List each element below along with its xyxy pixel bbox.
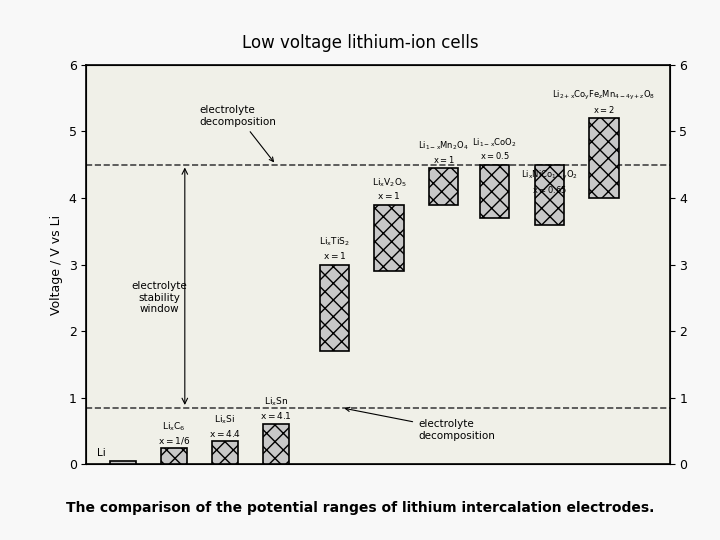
Bar xyxy=(429,168,458,205)
Bar xyxy=(110,461,135,464)
Text: electrolyte
stability
window: electrolyte stability window xyxy=(132,281,187,314)
Bar xyxy=(264,424,289,464)
Text: $\mathregular{Li_{1-x}Mn_2O_4}$
$\mathregular{x=1}$: $\mathregular{Li_{1-x}Mn_2O_4}$ $\mathre… xyxy=(418,139,469,165)
Bar xyxy=(535,165,564,225)
Text: $\mathregular{Li_xSi}$
$\mathregular{x=4.4}$: $\mathregular{Li_xSi}$ $\mathregular{x=4… xyxy=(209,414,241,439)
Text: Low voltage lithium-ion cells: Low voltage lithium-ion cells xyxy=(242,34,478,52)
Text: The comparison of the potential ranges of lithium intercalation electrodes.: The comparison of the potential ranges o… xyxy=(66,501,654,515)
Text: electrolyte
decomposition: electrolyte decomposition xyxy=(199,105,276,161)
Bar xyxy=(374,205,403,271)
Text: Li: Li xyxy=(96,448,105,458)
Text: $\mathregular{Li_xSn}$
$\mathregular{x=4.1}$: $\mathregular{Li_xSn}$ $\mathregular{x=4… xyxy=(260,396,292,421)
Bar xyxy=(212,441,238,464)
Bar xyxy=(590,118,618,198)
Text: $\mathregular{Li_xTiS_2}$
$\mathregular{x=1}$: $\mathregular{Li_xTiS_2}$ $\mathregular{… xyxy=(319,236,350,261)
Text: $\mathregular{Li_xV_2O_5}$
$\mathregular{x=1}$: $\mathregular{Li_xV_2O_5}$ $\mathregular… xyxy=(372,176,406,201)
Bar xyxy=(320,265,349,351)
Y-axis label: Voltage / V vs Li: Voltage / V vs Li xyxy=(50,214,63,315)
Text: $\mathregular{Li_xC_6}$
$\mathregular{x=1/6}$: $\mathregular{Li_xC_6}$ $\mathregular{x=… xyxy=(158,421,190,446)
Text: $\mathregular{Li_{2+x}Co_yFe_zMn_{4-4y+z}O_8}$
$\mathregular{x=2}$: $\mathregular{Li_{2+x}Co_yFe_zMn_{4-4y+z… xyxy=(552,89,656,115)
Text: electrolyte
decomposition: electrolyte decomposition xyxy=(346,407,495,441)
Text: $\mathregular{Li_xNiCo_{1-y}O_2}$
$\mathregular{x=0.65}$: $\mathregular{Li_xNiCo_{1-y}O_2}$ $\math… xyxy=(521,169,577,195)
Text: $\mathregular{Li_{1-x}CoO_2}$
$\mathregular{x=0.5}$: $\mathregular{Li_{1-x}CoO_2}$ $\mathregu… xyxy=(472,136,517,161)
Bar xyxy=(161,448,186,464)
Bar xyxy=(480,165,509,218)
